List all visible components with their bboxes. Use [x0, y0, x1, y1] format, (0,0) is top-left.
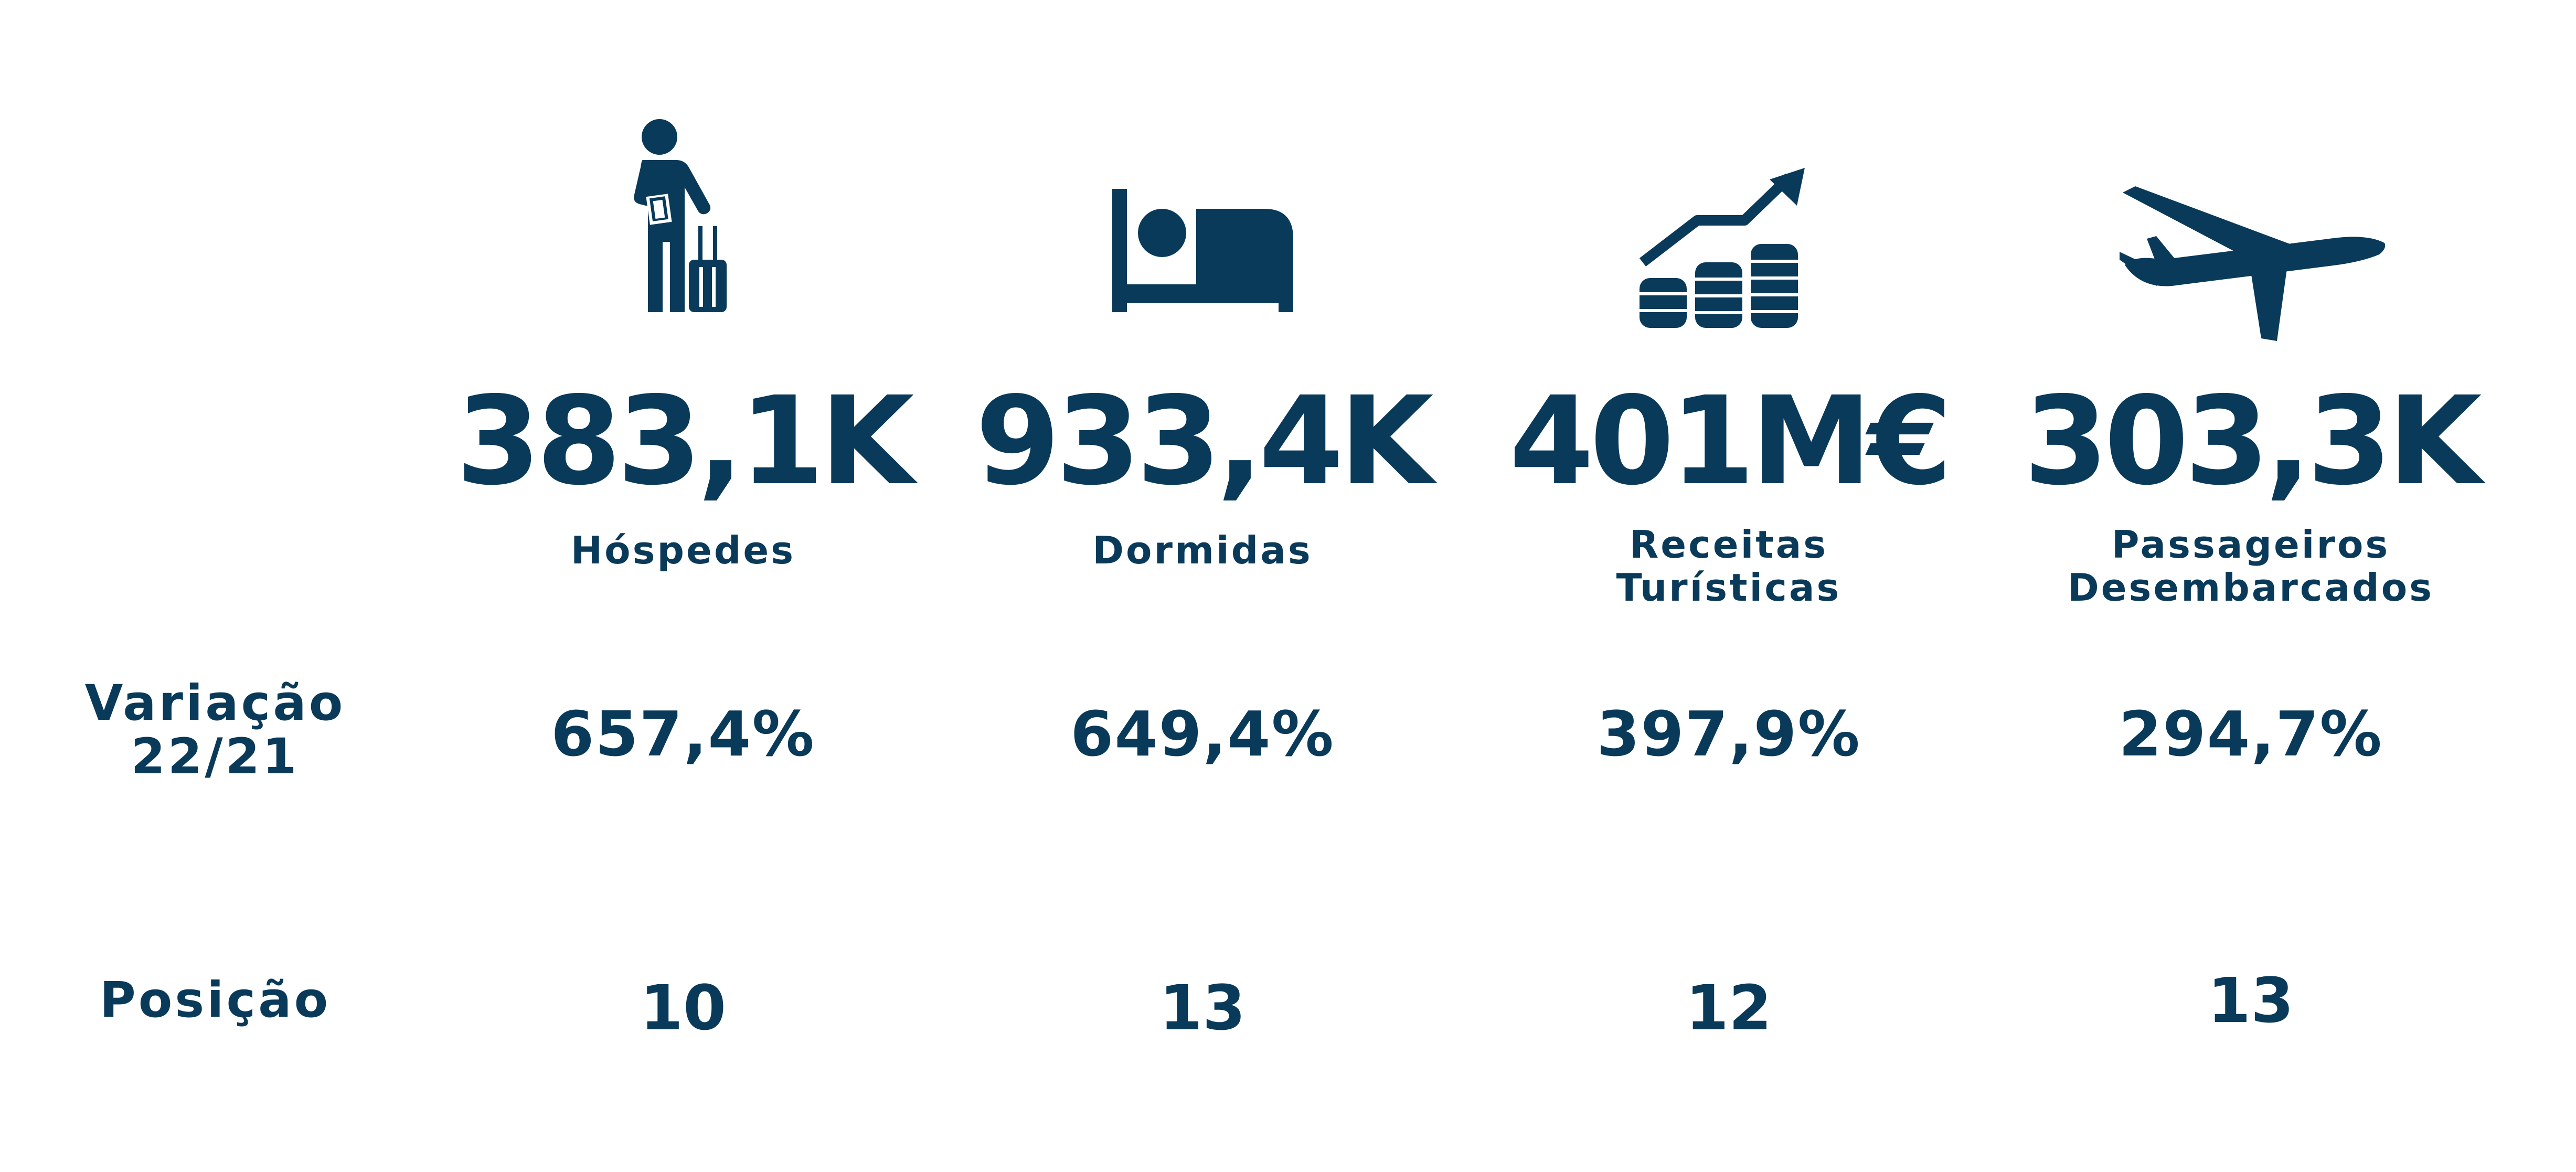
guests-position: 10: [640, 972, 727, 1044]
revenue-label-line-2: Turísticas: [1616, 566, 1841, 610]
passengers-value: 303,3K: [2024, 370, 2482, 512]
passengers-position: 13: [2207, 964, 2294, 1037]
overnights-label: Dormidas: [966, 529, 1439, 572]
traveler-with-luggage-icon: [622, 118, 740, 312]
passengers-label-line-1: Passageiros: [2111, 523, 2390, 567]
overnights-label-line-1: Dormidas: [1092, 528, 1313, 572]
variation-label-line-1: Variação: [84, 675, 346, 732]
variation-label-line-2: 22/21: [131, 728, 300, 785]
bed-icon: [1112, 189, 1293, 312]
guests-label: Hóspedes: [447, 529, 919, 572]
guests-value: 383,1K: [456, 370, 914, 512]
overnights-variation: 649,4%: [1070, 698, 1335, 770]
overnights-value: 933,4K: [975, 370, 1434, 512]
revenue-label: Receitas Turísticas: [1493, 523, 1965, 609]
guests-variation: 657,4%: [551, 698, 815, 770]
passengers-label-line-2: Desembarcados: [2067, 566, 2434, 610]
revenue-position: 12: [1685, 972, 1772, 1044]
passengers-label: Passageiros Desembarcados: [2015, 523, 2487, 609]
overnights-position: 13: [1159, 972, 1246, 1044]
guests-label-line-1: Hóspedes: [570, 528, 796, 572]
passengers-variation: 294,7%: [2119, 698, 2383, 770]
coins-growth-chart-icon: [1640, 168, 1807, 333]
variation-row-label: Variação 22/21: [31, 677, 399, 784]
revenue-value: 401M€: [1509, 370, 1953, 512]
position-row-label: Posição: [99, 972, 331, 1029]
revenue-label-line-1: Receitas: [1629, 523, 1828, 567]
airplane-icon: [2120, 186, 2387, 341]
revenue-variation: 397,9%: [1596, 698, 1861, 770]
